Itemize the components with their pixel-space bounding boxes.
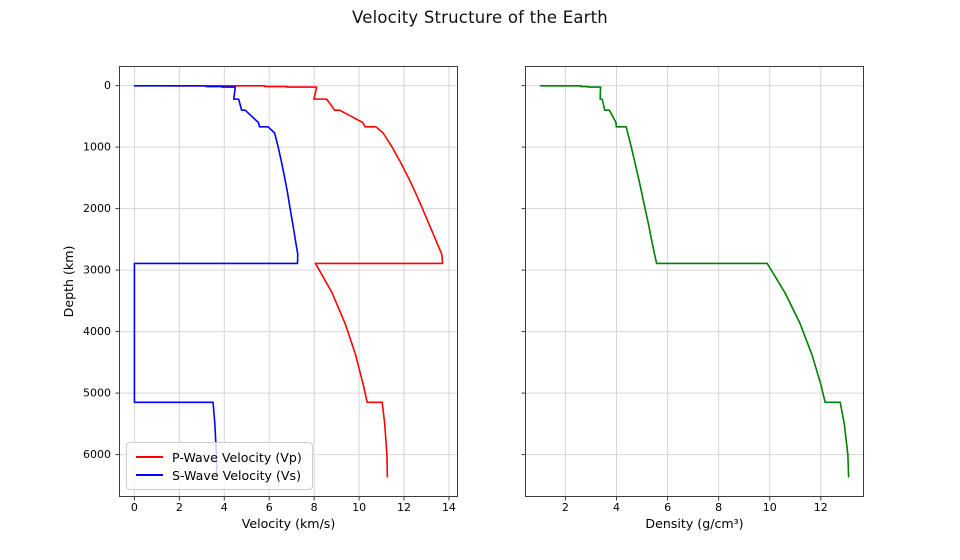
axes-spines (525, 66, 864, 497)
y-axis-label: Depth (km) (61, 246, 76, 318)
y-tick-label: 6000 (83, 448, 111, 461)
velocity-chart-svg: 0 2 4 6 8 10 12 14 0 1000 2000 3000 4000 5000 6000 Velo… (61, 66, 458, 531)
x-tick-label: 2 (562, 501, 569, 514)
x-tick-label: 0 (131, 501, 138, 514)
series-line-0 (539, 84, 850, 478)
series-line-0 (166, 84, 444, 478)
series-line-1 (133, 84, 299, 478)
y-tick-label: 3000 (83, 264, 111, 277)
x-tick-label: 4 (221, 501, 228, 514)
x-tick-label: 10 (763, 501, 777, 514)
x-tick-label: 12 (397, 501, 411, 514)
y-tick-label: 1000 (83, 141, 111, 154)
x-tick-label: 8 (715, 501, 722, 514)
y-tick-label: 4000 (83, 325, 111, 338)
legend-item-p-wave: P-Wave Velocity (Vp) (136, 448, 302, 466)
x-tick-label: 8 (311, 501, 318, 514)
density-depth-plot: 2 4 6 8 10 12 Density (g/cm³) (521, 66, 864, 531)
x-tick-label: 12 (814, 501, 828, 514)
figure-title: Velocity Structure of the Earth (352, 8, 608, 27)
x-tick-label: 6 (266, 501, 273, 514)
legend-label-p-wave: P-Wave Velocity (Vp) (172, 449, 302, 465)
x-tick-label: 10 (352, 501, 366, 514)
x-tick-label: 6 (664, 501, 671, 514)
x-tick-label: 4 (613, 501, 620, 514)
p-wave-line-swatch (136, 456, 163, 458)
axes-spines (119, 66, 458, 497)
velocity-depth-plot: 0 2 4 6 8 10 12 14 0 1000 2000 3000 4000 5000 6000 Velo… (61, 66, 458, 531)
x-tick-label: 14 (442, 501, 456, 514)
legend-label-s-wave: S-Wave Velocity (Vs) (172, 467, 302, 483)
x-axis-label: Velocity (km/s) (242, 516, 336, 531)
legend-item-s-wave: S-Wave Velocity (Vs) (136, 466, 302, 484)
y-tick-label: 2000 (83, 202, 111, 215)
legend: P-Wave Velocity (Vp) S-Wave Velocity (Vs… (126, 442, 313, 490)
y-tick-label: 0 (104, 79, 111, 92)
s-wave-line-swatch (136, 474, 163, 476)
density-chart-svg: 2 4 6 8 10 12 Density (g/cm³) (521, 66, 864, 531)
x-tick-label: 2 (176, 501, 183, 514)
x-axis-label: Density (g/cm³) (645, 516, 743, 531)
y-tick-label: 5000 (83, 387, 111, 400)
